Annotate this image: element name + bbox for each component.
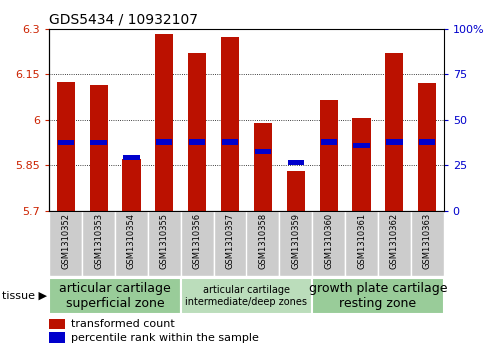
Bar <box>378 211 411 276</box>
Bar <box>287 171 305 211</box>
Text: GSM1310354: GSM1310354 <box>127 212 136 269</box>
Bar <box>345 211 378 276</box>
Bar <box>254 123 272 211</box>
Text: tissue ▶: tissue ▶ <box>2 291 47 301</box>
Bar <box>287 160 304 166</box>
Bar <box>320 139 337 144</box>
Bar <box>319 100 338 211</box>
Text: GSM1310353: GSM1310353 <box>94 212 103 269</box>
Text: GSM1310358: GSM1310358 <box>258 212 267 269</box>
Text: percentile rank within the sample: percentile rank within the sample <box>71 333 259 343</box>
Text: growth plate cartilage
resting zone: growth plate cartilage resting zone <box>309 282 447 310</box>
Bar <box>155 33 174 211</box>
Bar <box>49 319 65 329</box>
Text: GSM1310359: GSM1310359 <box>291 212 300 269</box>
Bar <box>115 211 148 276</box>
Bar <box>352 118 371 211</box>
Bar <box>387 139 402 144</box>
Bar <box>90 85 107 211</box>
Bar <box>222 139 238 144</box>
Text: transformed count: transformed count <box>71 319 175 329</box>
Bar <box>82 211 115 276</box>
Bar <box>419 139 435 144</box>
Text: GSM1310363: GSM1310363 <box>423 212 432 269</box>
Text: GSM1310352: GSM1310352 <box>61 212 70 269</box>
Bar <box>246 211 280 276</box>
Bar <box>411 211 444 276</box>
Bar <box>123 155 140 160</box>
Bar <box>280 211 312 276</box>
Text: GSM1310356: GSM1310356 <box>193 212 202 269</box>
Bar <box>156 139 173 144</box>
Text: articular cartilage
intermediate/deep zones: articular cartilage intermediate/deep zo… <box>185 285 308 307</box>
Text: GSM1310355: GSM1310355 <box>160 212 169 269</box>
Bar <box>49 333 65 343</box>
Text: articular cartilage
superficial zone: articular cartilage superficial zone <box>59 282 171 310</box>
Bar <box>148 211 181 276</box>
Bar <box>57 82 75 211</box>
Bar <box>181 211 213 276</box>
Text: GDS5434 / 10932107: GDS5434 / 10932107 <box>49 12 198 26</box>
Bar <box>188 53 206 211</box>
Bar <box>353 143 370 148</box>
Bar <box>312 211 345 276</box>
Bar <box>418 83 436 211</box>
Bar <box>255 149 271 154</box>
Bar <box>189 139 205 144</box>
Bar <box>213 211 246 276</box>
Bar <box>58 140 74 145</box>
Text: GSM1310361: GSM1310361 <box>357 212 366 269</box>
Bar <box>312 278 444 314</box>
Bar <box>122 159 141 211</box>
Bar <box>221 37 239 211</box>
Bar <box>49 211 82 276</box>
Bar <box>181 278 312 314</box>
Text: GSM1310362: GSM1310362 <box>390 212 399 269</box>
Bar <box>386 53 403 211</box>
Text: GSM1310360: GSM1310360 <box>324 212 333 269</box>
Text: GSM1310357: GSM1310357 <box>226 212 235 269</box>
Bar <box>49 278 181 314</box>
Bar <box>90 140 106 145</box>
